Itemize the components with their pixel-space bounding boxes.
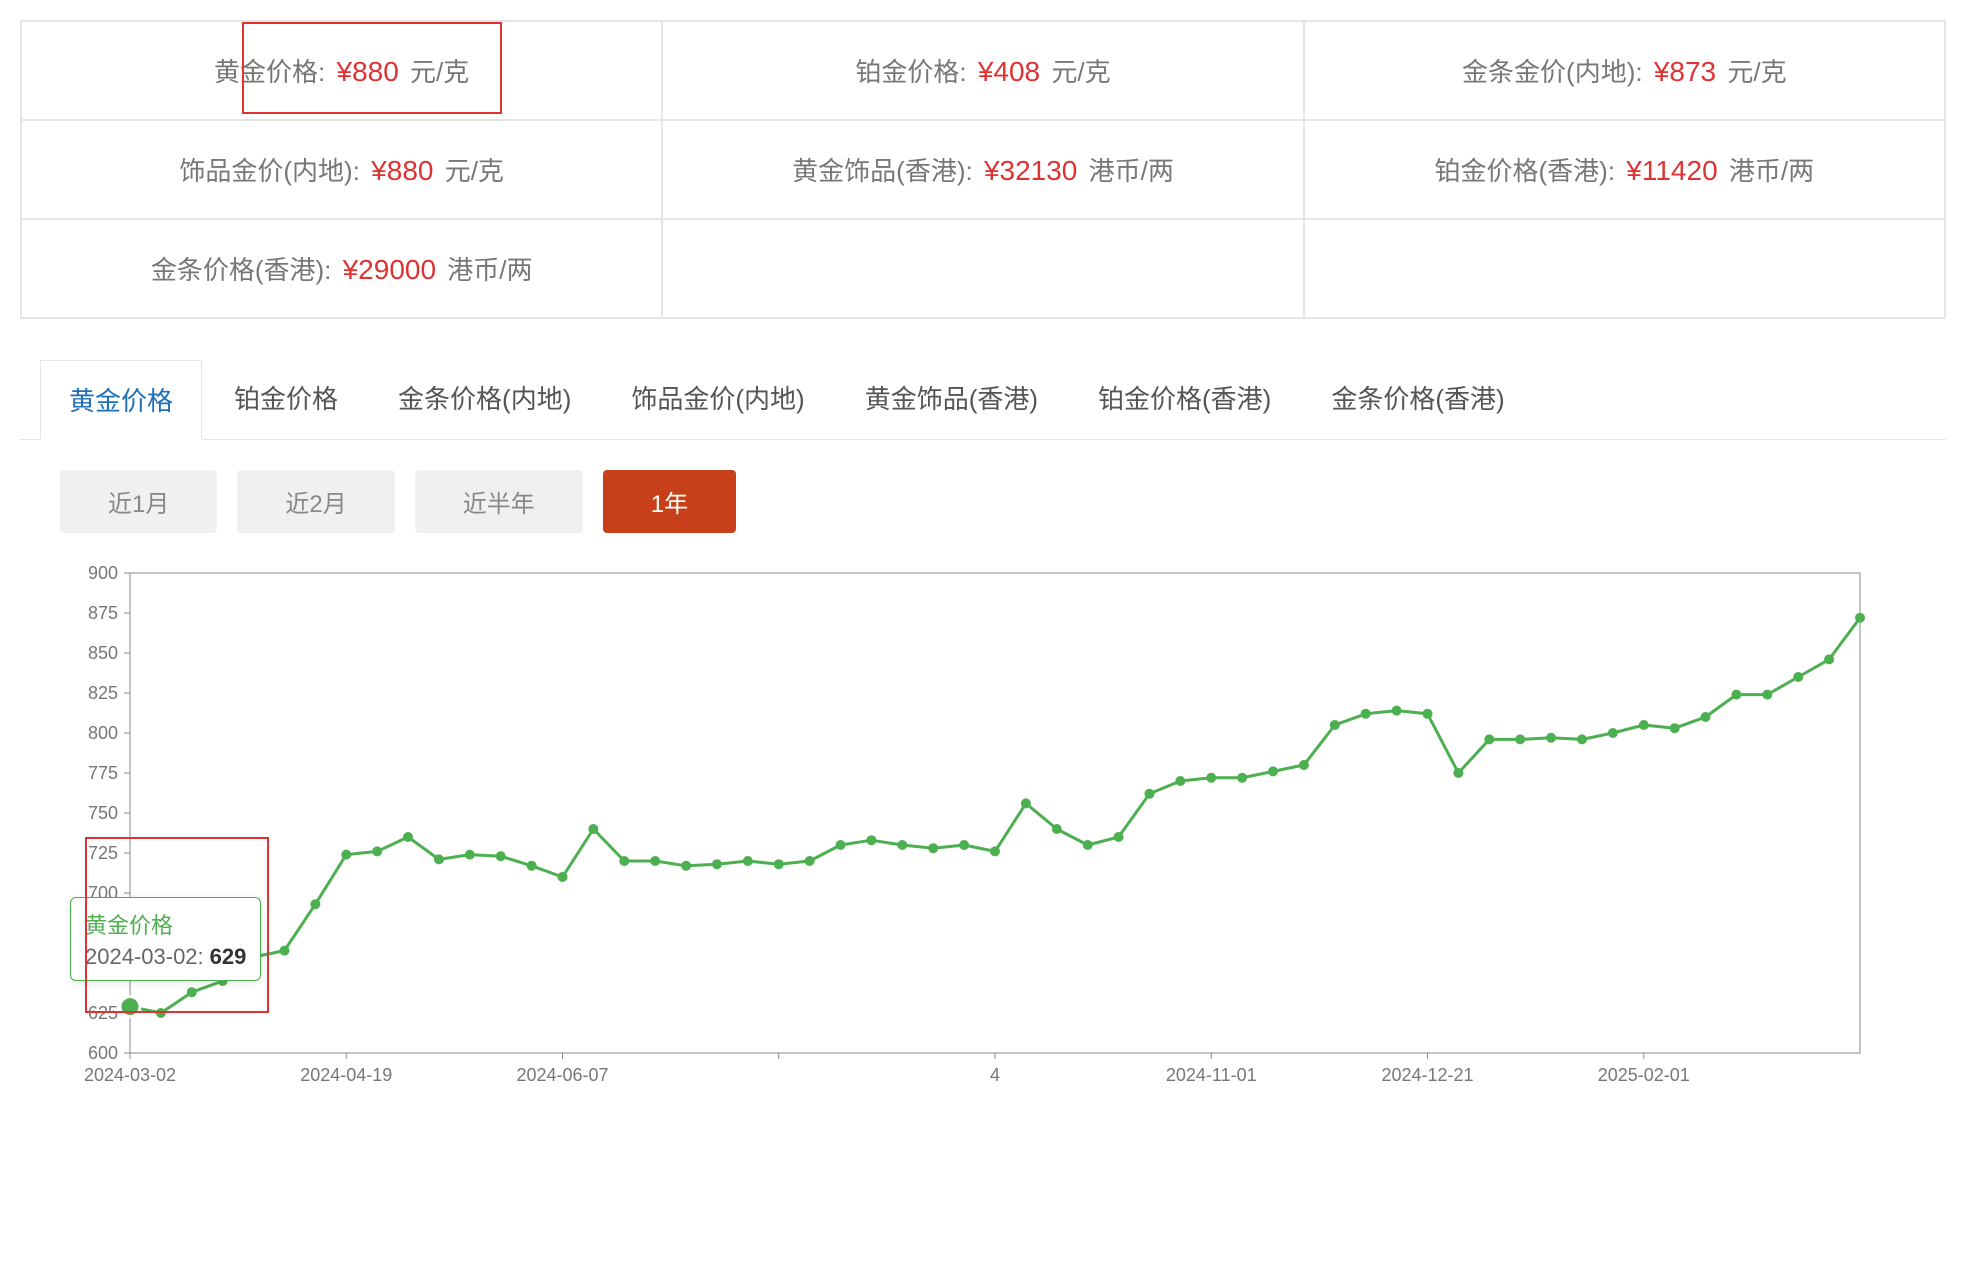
price-unit: 元/克 [403, 57, 469, 87]
time-range-buttons: 近1月近2月近半年 1年 [60, 470, 1906, 533]
price-cell: 金条金价(内地): ¥873 元/克 [1304, 21, 1945, 120]
svg-text:2024-03-02: 2024-03-02 [84, 1065, 176, 1085]
tab-2[interactable]: 金条价格(内地) [370, 359, 599, 439]
price-unit: 港币/两 [1081, 156, 1173, 186]
price-cell: 金条价格(香港): ¥29000 港币/两 [21, 219, 662, 318]
price-unit: 港币/两 [440, 255, 532, 285]
price-label: 饰品金价(内地): [179, 156, 360, 186]
price-value: ¥32130 [984, 155, 1077, 186]
svg-text:650: 650 [88, 963, 118, 983]
price-label: 铂金价格: [855, 57, 966, 87]
svg-text:600: 600 [88, 1043, 118, 1063]
price-unit: 元/克 [437, 156, 503, 186]
range-button-3[interactable]: 1年 [603, 470, 736, 533]
svg-text:875: 875 [88, 603, 118, 623]
price-cell: 黄金价格: ¥880 元/克 [21, 21, 662, 120]
price-value: ¥29000 [343, 254, 436, 285]
price-label: 黄金价格: [214, 57, 325, 87]
price-cell: 饰品金价(内地): ¥880 元/克 [21, 120, 662, 219]
category-tabs: 黄金价格铂金价格金条价格(内地)饰品金价(内地)黄金饰品(香港)铂金价格(香港)… [20, 359, 1946, 440]
svg-text:2025-02-01: 2025-02-01 [1598, 1065, 1690, 1085]
tab-1[interactable]: 铂金价格 [206, 359, 366, 439]
price-value: ¥873 [1654, 56, 1716, 87]
svg-text:4: 4 [990, 1065, 1000, 1085]
svg-text:800: 800 [88, 723, 118, 743]
price-summary-grid: 黄金价格: ¥880 元/克铂金价格: ¥408 元/克金条金价(内地): ¥8… [20, 20, 1946, 319]
price-cell: 黄金饰品(香港): ¥32130 港币/两 [662, 120, 1303, 219]
svg-text:2024-04-19: 2024-04-19 [300, 1065, 392, 1085]
price-cell: 铂金价格(香港): ¥11420 港币/两 [1304, 120, 1945, 219]
price-label: 铂金价格(香港): [1435, 156, 1616, 186]
price-unit: 港币/两 [1722, 156, 1814, 186]
price-cell: 铂金价格: ¥408 元/克 [662, 21, 1303, 120]
tab-6[interactable]: 金条价格(香港) [1303, 359, 1532, 439]
svg-text:750: 750 [88, 803, 118, 823]
tab-5[interactable]: 铂金价格(香港) [1070, 359, 1299, 439]
svg-text:625: 625 [88, 1003, 118, 1023]
range-button-0[interactable]: 近1月 [60, 470, 217, 533]
svg-text:900: 900 [88, 563, 118, 583]
svg-text:850: 850 [88, 643, 118, 663]
svg-text:2024-12-21: 2024-12-21 [1381, 1065, 1473, 1085]
price-label: 金条金价(内地): [1462, 57, 1643, 87]
chart-panel: 近1月近2月近半年 1年 600 625 650 675 700 725 750 775 800 8… [20, 440, 1946, 1153]
svg-text:725: 725 [88, 843, 118, 863]
tab-3[interactable]: 饰品金价(内地) [603, 359, 832, 439]
price-value: ¥880 [337, 56, 399, 87]
svg-text:775: 775 [88, 763, 118, 783]
price-cell-empty [1304, 219, 1945, 318]
price-value: ¥880 [371, 155, 433, 186]
range-button-2[interactable]: 近半年 [415, 470, 583, 533]
svg-text:825: 825 [88, 683, 118, 703]
chart-svg: 600 625 650 675 700 725 750 775 800 825 850 875 900 2… [60, 563, 1880, 1103]
price-value: ¥11420 [1626, 155, 1717, 186]
price-value: ¥408 [978, 56, 1040, 87]
svg-text:675: 675 [88, 923, 118, 943]
price-line-chart: 600 625 650 675 700 725 750 775 800 825 850 875 900 2… [60, 563, 1906, 1123]
svg-text:700: 700 [88, 883, 118, 903]
svg-text:2024-11-01: 2024-11-01 [1166, 1065, 1257, 1085]
price-label: 金条价格(香港): [151, 255, 332, 285]
price-unit: 元/克 [1720, 57, 1786, 87]
tab-0[interactable]: 黄金价格 [40, 360, 202, 440]
tab-4[interactable]: 黄金饰品(香港) [837, 359, 1066, 439]
range-button-1[interactable]: 近2月 [237, 470, 394, 533]
price-unit: 元/克 [1044, 57, 1110, 87]
svg-text:2024-06-07: 2024-06-07 [516, 1065, 608, 1085]
price-cell-empty [662, 219, 1303, 318]
price-label: 黄金饰品(香港): [792, 156, 973, 186]
